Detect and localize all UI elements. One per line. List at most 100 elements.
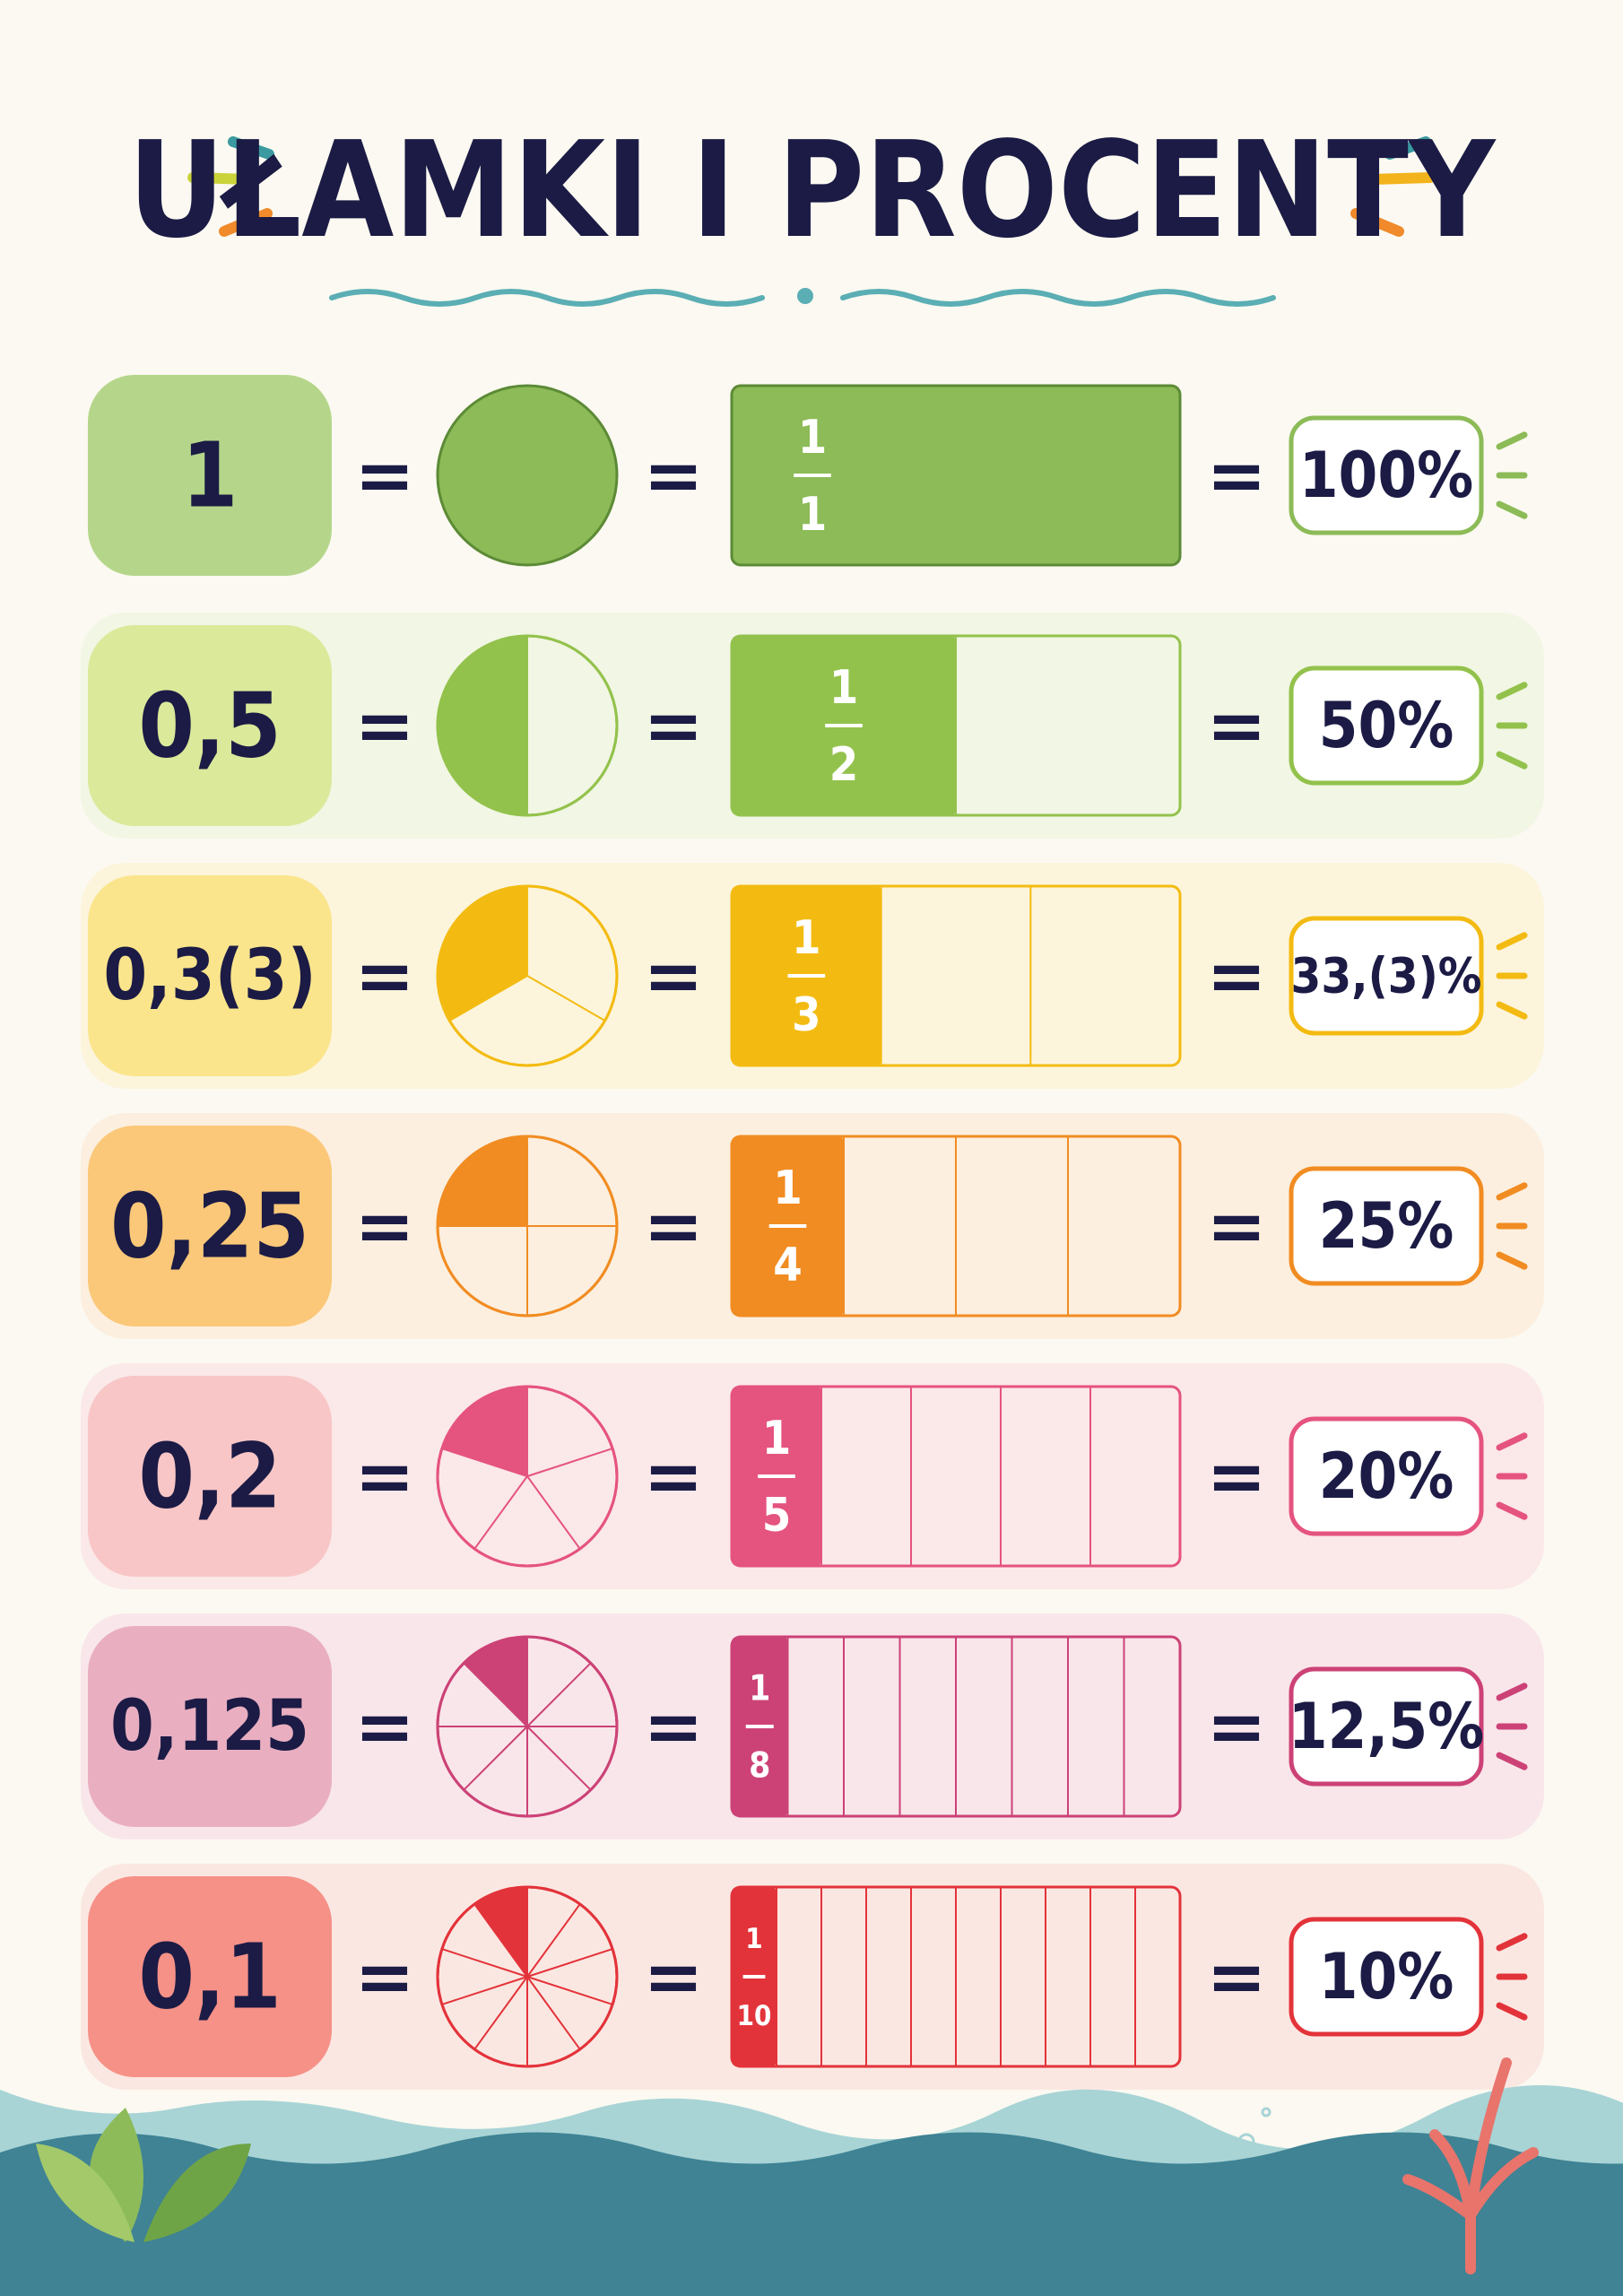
equals-sign: = (643, 684, 703, 768)
pie-outline (436, 1385, 619, 1568)
decimal-box (88, 1376, 332, 1577)
denominator: 8 (749, 1746, 770, 1787)
decimal: 0,25 (110, 1174, 309, 1279)
percent: 10% (1319, 1940, 1454, 2013)
decimal-box (88, 625, 332, 826)
pie-slice (438, 636, 527, 815)
equals-sign: = (643, 434, 703, 517)
pie-slice (474, 1887, 527, 1977)
percent: 25% (1319, 1189, 1454, 1263)
decimal: 0,5 (138, 674, 281, 778)
pie-divider (526, 1976, 613, 2005)
equals-sign: = (1206, 684, 1266, 768)
equals-sign: = (354, 1935, 414, 2019)
percent: 12,5% (1289, 1690, 1484, 1763)
numerator: 1 (798, 411, 828, 465)
sparkle (1496, 1752, 1528, 1770)
numerator: 1 (829, 661, 859, 715)
sparkle (1496, 2002, 1528, 2021)
equals-sign: = (354, 1185, 414, 1268)
pie-divider (473, 1903, 528, 1978)
percent-box (1289, 1917, 1484, 2037)
sparkle (1496, 751, 1528, 770)
equals-sign: = (643, 1685, 703, 1769)
bar-outline (730, 884, 1182, 1067)
pie-divider (526, 975, 606, 1022)
equals-sign: = (643, 935, 703, 1018)
numerator: 1 (773, 1161, 803, 1215)
decimal-box (88, 375, 332, 576)
pie-filled (436, 384, 619, 567)
pie-outline (436, 634, 619, 817)
equals-sign: = (1206, 1685, 1266, 1769)
equals-sign: = (1206, 1935, 1266, 2019)
title: UŁAMKI I PROCENTY (128, 113, 1497, 267)
bar-outline (730, 1385, 1182, 1568)
pie-divider (473, 1475, 528, 1550)
denominator: 10 (737, 2000, 772, 2032)
fraction-row: 0,5 = = = 1 2 50% (81, 613, 1544, 839)
denominator: 5 (762, 1489, 792, 1543)
equals-sign: = (643, 1935, 703, 2019)
percent: 100% (1299, 439, 1474, 512)
decimal-box (88, 875, 332, 1076)
pie-divider (463, 1726, 528, 1791)
percent-box (1289, 665, 1484, 786)
bar-filled (732, 386, 1180, 565)
numerator: 1 (745, 1923, 762, 1955)
percent-box (1289, 916, 1484, 1036)
numerator: 1 (762, 1412, 792, 1465)
fraction-row: 0,2 = = = 1 5 20% (81, 1363, 1544, 1589)
pie-divider (463, 1662, 528, 1727)
bar-outline (730, 1635, 1182, 1818)
equals-sign: = (643, 1185, 703, 1268)
sparkle (1496, 1251, 1528, 1270)
denominator: 2 (829, 738, 859, 792)
equals-sign: = (354, 1435, 414, 1518)
decimal: 0,3(3) (103, 935, 316, 1016)
sparkle (1496, 932, 1528, 951)
pie-slice (464, 1637, 527, 1726)
percent: 33,(3)% (1291, 948, 1482, 1004)
equals-sign: = (1206, 935, 1266, 1018)
bar-outline (730, 384, 1182, 567)
denominator: 1 (798, 488, 828, 542)
equals-sign: = (354, 1685, 414, 1769)
pie-outline (436, 1885, 619, 2068)
bar-outline (730, 1135, 1182, 1318)
pie-divider (526, 1903, 581, 1978)
sparkle (1496, 682, 1528, 700)
decimal: 0,2 (138, 1424, 281, 1529)
pie-slice (438, 1136, 527, 1226)
denominator: 4 (773, 1239, 803, 1292)
sparkle (1496, 500, 1528, 519)
equals-sign: = (1206, 1185, 1266, 1268)
decimal-box (88, 1876, 332, 2077)
pie-outline (436, 1135, 619, 1318)
equals-sign: = (643, 1435, 703, 1518)
title-decoration (187, 136, 1436, 307)
fraction-row: 1 = = = 1 1 100% (81, 362, 1544, 588)
sparkle (1496, 1501, 1528, 1520)
percent-box (1289, 1416, 1484, 1536)
pie-divider (448, 975, 528, 1022)
pie-divider (526, 1948, 613, 1978)
pie-divider (441, 1976, 528, 2005)
numerator: 1 (749, 1669, 770, 1709)
pie-divider (441, 1948, 528, 1978)
denominator: 3 (792, 988, 821, 1042)
pie-slice (441, 1387, 527, 1476)
pie-outline (436, 1635, 619, 1818)
equals-sign: = (354, 434, 414, 517)
pie-divider (526, 1976, 581, 2050)
sparkle (1496, 1683, 1528, 1701)
bar-outline (730, 1885, 1182, 2068)
percent-box (1289, 415, 1484, 535)
sparkle (1496, 1432, 1528, 1451)
equals-sign: = (1206, 1435, 1266, 1518)
bar-outline (730, 634, 1182, 817)
fraction-row: 0,3(3) = = = 1 3 33,(3)% (81, 863, 1544, 1089)
